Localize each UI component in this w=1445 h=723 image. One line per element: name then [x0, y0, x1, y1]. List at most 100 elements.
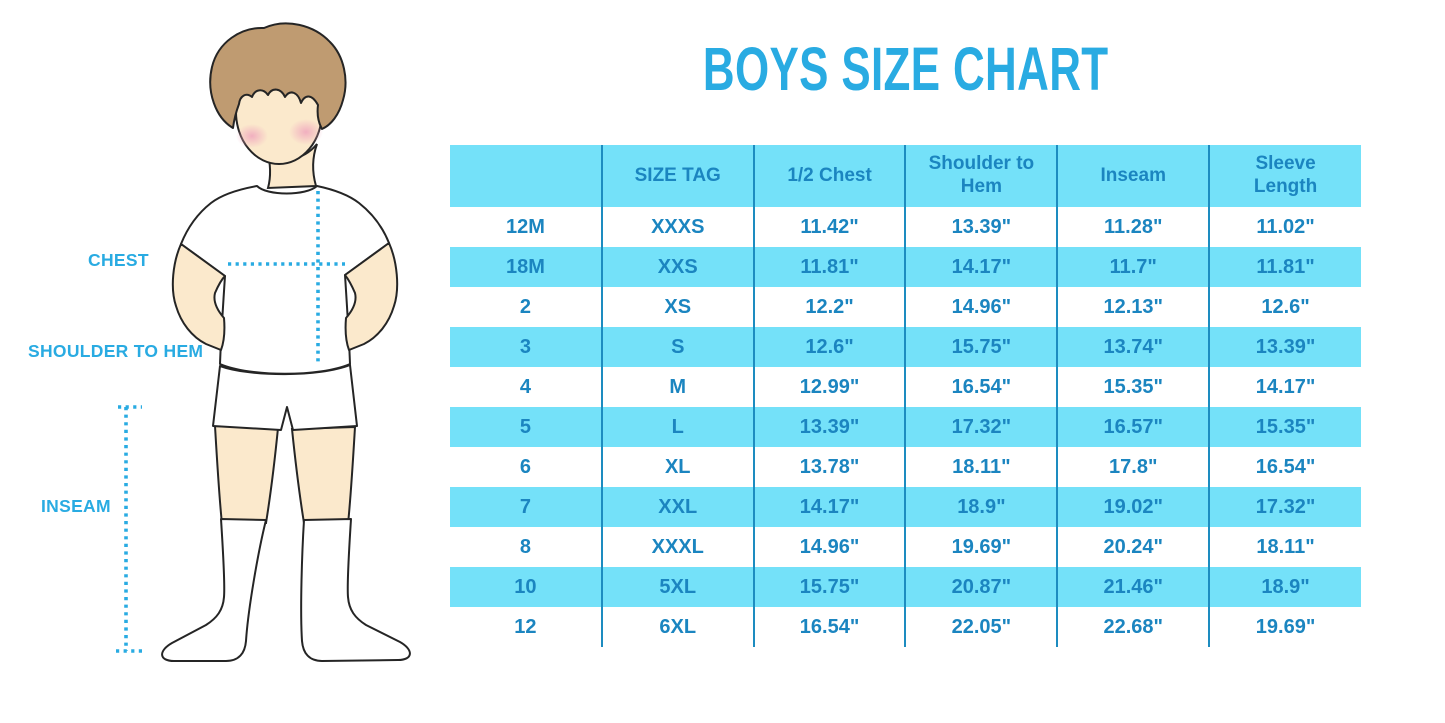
boy-arm-left: [171, 243, 226, 351]
size-cell: 19.02": [1056, 487, 1210, 527]
size-table-body: 12M XXXS 11.42" 13.39" 11.28" 11.02" 18M XXS 11.…: [450, 207, 1361, 647]
size-cell: 11.7": [1056, 247, 1210, 287]
size-cell: XXXS: [600, 207, 754, 247]
size-row: 6 XL 13.78" 18.11" 17.8" 16.54": [450, 447, 1361, 487]
column-header: SIZE TAG: [600, 145, 754, 207]
size-row: 4 M 12.99" 16.54" 15.35" 14.17": [450, 367, 1361, 407]
size-cell: 16.54": [904, 367, 1058, 407]
size-row: 7 XXL 14.17" 18.9" 19.02" 17.32": [450, 487, 1361, 527]
size-cell: XXS: [600, 247, 754, 287]
size-cell: S: [600, 327, 754, 367]
size-cell: 11.81": [752, 247, 906, 287]
size-cell: 18M: [505, 255, 545, 278]
size-cell: 12M: [505, 215, 545, 238]
boy-arm-right: [344, 242, 399, 351]
size-cell: 8: [519, 535, 531, 558]
size-row: 18M XXS 11.81" 14.17" 11.7" 11.81": [450, 247, 1361, 287]
chest-label: CHEST: [88, 250, 149, 270]
size-cell: 13.39": [752, 407, 906, 447]
boy-cheek-right: [289, 119, 323, 145]
column-header: [450, 145, 602, 207]
size-cell: 15.35": [1056, 367, 1210, 407]
size-table: SIZE TAG 1/2 Chest Shoulder to Hem Inseam Sl…: [450, 145, 1361, 647]
size-cell: 22.68": [1056, 607, 1210, 647]
size-cell: 10: [514, 575, 537, 598]
size-cell: 14.17": [1208, 367, 1361, 407]
size-cell: 14.96": [904, 287, 1058, 327]
size-row: 10 5XL 15.75" 20.87" 21.46" 18.9": [450, 567, 1361, 607]
size-cell: 15.35": [1208, 407, 1361, 447]
size-cell: 5XL: [600, 567, 754, 607]
size-cell: 12.6": [1208, 287, 1361, 327]
size-cell: 13.74": [1056, 327, 1210, 367]
size-cell: 6: [519, 455, 531, 478]
size-cell: 14.96": [752, 527, 906, 567]
size-cell: XXL: [600, 487, 754, 527]
size-cell: L: [600, 407, 754, 447]
column-header: Inseam: [1056, 145, 1210, 207]
size-cell: 7: [519, 495, 531, 518]
page-title-text: BOYS SIZE CHART: [702, 35, 1109, 103]
size-cell: 13.78": [752, 447, 906, 487]
size-cell: 20.24": [1056, 527, 1210, 567]
boy-leg-right: [290, 425, 357, 526]
size-cell: 4: [519, 375, 531, 398]
size-cell: 11.28": [1056, 207, 1210, 247]
size-cell: 15.75": [904, 327, 1058, 367]
size-cell: M: [600, 367, 754, 407]
size-cell: 14.17": [752, 487, 906, 527]
page-title: BOYS SIZE CHART: [450, 34, 1361, 104]
size-cell: 18.11": [904, 447, 1058, 487]
boy-leg-left: [213, 424, 280, 526]
size-cell: 19.69": [904, 527, 1058, 567]
size-cell: 12.2": [752, 287, 906, 327]
size-cell: 13.39": [1208, 327, 1361, 367]
size-cell: 22.05": [904, 607, 1058, 647]
header-row: SIZE TAG 1/2 Chest Shoulder to Hem Inseam Sl…: [450, 145, 1361, 207]
size-row: 2 XS 12.2" 14.96" 12.13" 12.6": [450, 287, 1361, 327]
shoulder-to-hem-label: SHOULDER TO HEM: [28, 341, 204, 361]
boy-tshirt: [180, 185, 390, 375]
size-cell: 11.02": [1208, 207, 1361, 247]
boy-hair: [209, 22, 347, 130]
size-cell: 15.75": [752, 567, 906, 607]
size-cell: 16.54": [1208, 447, 1361, 487]
size-cell: 18.9": [904, 487, 1058, 527]
size-cell: 18.9": [1208, 567, 1361, 607]
size-row: 12M XXXS 11.42" 13.39" 11.28" 11.02": [450, 207, 1361, 247]
size-cell: 6XL: [600, 607, 754, 647]
size-cell: 17.32": [1208, 487, 1361, 527]
inseam-label: INSEAM: [41, 496, 111, 516]
size-cell: 13.39": [904, 207, 1058, 247]
size-row: 8 XXXL 14.96" 19.69" 20.24" 18.11": [450, 527, 1361, 567]
size-cell: 12.99": [752, 367, 906, 407]
column-header: Shoulder to Hem: [904, 145, 1058, 207]
size-cell: 16.57": [1056, 407, 1210, 447]
boy-sock-left: [161, 518, 267, 662]
size-cell: 5: [519, 415, 531, 438]
size-cell: 16.54": [752, 607, 906, 647]
size-cell: 17.32": [904, 407, 1058, 447]
size-cell: 12: [514, 615, 537, 638]
size-cell: 11.42": [752, 207, 906, 247]
size-cell: 20.87": [904, 567, 1058, 607]
size-cell: 19.69": [1208, 607, 1361, 647]
boy-measurement-illustration: [116, 22, 411, 662]
size-row: 12 6XL 16.54" 22.05" 22.68" 19.69": [450, 607, 1361, 647]
size-cell: XXXL: [600, 527, 754, 567]
size-cell: 17.8": [1056, 447, 1210, 487]
size-cell: 12.13": [1056, 287, 1210, 327]
size-row: 5 L 13.39" 17.32" 16.57" 15.35": [450, 407, 1361, 447]
column-header: 1/2 Chest: [752, 145, 906, 207]
size-cell: XL: [600, 447, 754, 487]
boy-cheek-left: [236, 124, 268, 148]
size-cell: 21.46": [1056, 567, 1210, 607]
size-cell: 3: [519, 335, 531, 358]
boy-sock-right: [300, 518, 411, 662]
size-cell: 14.17": [904, 247, 1058, 287]
size-cell: 12.6": [752, 327, 906, 367]
size-cell: 18.11": [1208, 527, 1361, 567]
size-cell: 2: [519, 295, 531, 318]
size-cell: 11.81": [1208, 247, 1361, 287]
